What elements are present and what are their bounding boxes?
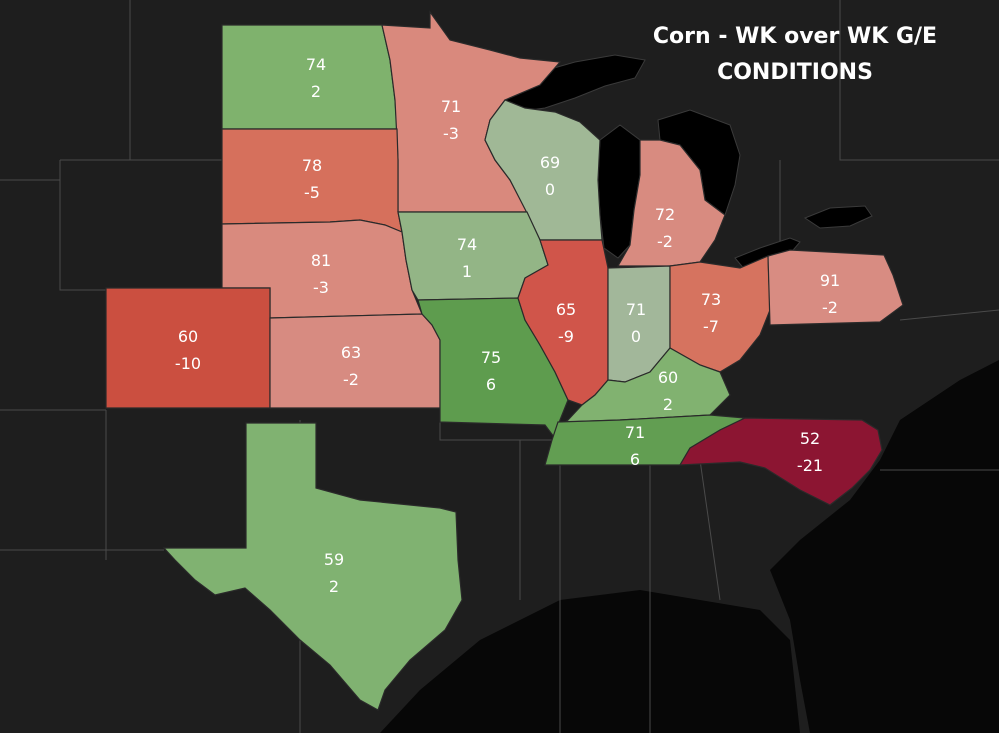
- state-labels: 74 2 71 -3 78 -5 69 0 72 -2 81 -3 74 1 6…: [175, 55, 840, 596]
- state-texas[interactable]: [162, 422, 463, 711]
- oh-change: -7: [703, 317, 719, 336]
- state-wisconsin[interactable]: [484, 99, 603, 241]
- mn-change: -3: [443, 124, 459, 143]
- ne-change: -3: [313, 278, 329, 297]
- oh-condition: 73: [701, 290, 721, 309]
- lake-ontario: [803, 205, 873, 229]
- gulf-of-mexico: [380, 590, 800, 733]
- ne-condition: 81: [311, 251, 331, 270]
- pa-condition: 91: [820, 271, 840, 290]
- mi-change: -2: [657, 232, 673, 251]
- ky-change: 2: [663, 395, 673, 414]
- in-change: 0: [631, 327, 641, 346]
- tn-condition: 71: [625, 423, 645, 442]
- nd-change: 2: [311, 82, 321, 101]
- il-condition: 65: [556, 300, 576, 319]
- mo-condition: 75: [481, 348, 501, 367]
- ks-change: -2: [343, 370, 359, 389]
- sd-condition: 78: [302, 156, 322, 175]
- ia-change: 1: [462, 262, 472, 281]
- state-north-carolina[interactable]: [678, 417, 883, 506]
- states-layer: [105, 10, 904, 711]
- state-colorado[interactable]: [105, 287, 271, 409]
- state-north-dakota[interactable]: [221, 24, 398, 130]
- map-title-line1: Corn - WK over WK G/E: [653, 24, 937, 49]
- tn-change: 6: [630, 450, 640, 469]
- nc-change: -21: [797, 456, 823, 475]
- nc-condition: 52: [800, 429, 820, 448]
- tx-change: 2: [329, 577, 339, 596]
- ks-condition: 63: [341, 343, 361, 362]
- map-title-line2: CONDITIONS: [717, 60, 873, 85]
- state-south-dakota[interactable]: [221, 128, 403, 233]
- in-condition: 71: [626, 300, 646, 319]
- co-condition: 60: [178, 327, 198, 346]
- mi-condition: 72: [655, 205, 675, 224]
- atlantic-ocean: [770, 360, 999, 733]
- state-pennsylvania[interactable]: [767, 249, 904, 326]
- mo-change: 6: [486, 375, 496, 394]
- mn-condition: 71: [441, 97, 461, 116]
- sd-change: -5: [304, 183, 320, 202]
- co-change: -10: [175, 354, 201, 373]
- nd-condition: 74: [306, 55, 326, 74]
- ia-condition: 74: [457, 235, 477, 254]
- pa-change: -2: [822, 298, 838, 317]
- wi-condition: 69: [540, 153, 560, 172]
- il-change: -9: [558, 327, 574, 346]
- tx-condition: 59: [324, 550, 344, 569]
- wi-change: 0: [545, 180, 555, 199]
- state-michigan[interactable]: [616, 139, 726, 267]
- ky-condition: 60: [658, 368, 678, 387]
